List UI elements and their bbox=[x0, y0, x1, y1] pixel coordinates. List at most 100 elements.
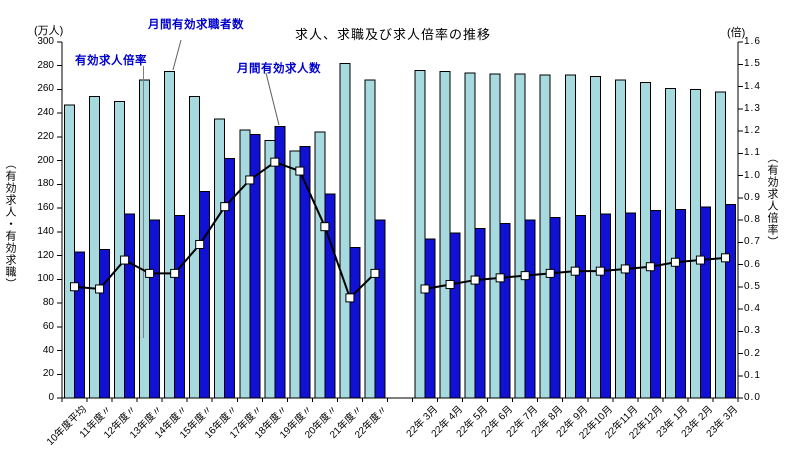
seekers-bar bbox=[164, 71, 176, 399]
seekers-bar bbox=[414, 69, 426, 399]
ratio-marker bbox=[370, 268, 380, 278]
right-axis-title: （有効求人倍率） bbox=[766, 152, 778, 248]
ratio-marker bbox=[620, 264, 630, 274]
seekers-bar bbox=[464, 72, 476, 399]
left-axis-tick-label: 80 bbox=[42, 297, 54, 309]
openings-bar bbox=[274, 125, 286, 399]
openings-bar bbox=[149, 219, 161, 399]
seekers-bar bbox=[314, 131, 326, 399]
right-axis-tick-label: 1.4 bbox=[744, 80, 761, 92]
right-axis-tick-label: 0.7 bbox=[744, 236, 761, 248]
left-axis-tick-label: 60 bbox=[42, 320, 54, 332]
seekers-bar bbox=[139, 79, 151, 399]
openings-bar bbox=[374, 219, 386, 399]
seekers-bar bbox=[89, 96, 101, 399]
right-axis-tick-label: 0.6 bbox=[744, 258, 761, 270]
left-axis-tick-label: 260 bbox=[37, 83, 54, 95]
ratio-series-label: 有効求人倍率 bbox=[75, 55, 147, 67]
openings-bar bbox=[624, 212, 636, 399]
ratio-marker bbox=[345, 293, 355, 303]
seekers-series-label: 月間有効求職者数 bbox=[148, 19, 244, 31]
seekers-bar bbox=[264, 139, 276, 399]
left-axis-tick-label: 140 bbox=[37, 225, 54, 237]
seekers-bar bbox=[489, 73, 501, 399]
right-axis-tick-label: 0.1 bbox=[744, 369, 761, 381]
ratio-marker bbox=[145, 268, 155, 278]
openings-bar bbox=[174, 214, 186, 399]
ratio-marker bbox=[470, 275, 480, 285]
seekers-bar bbox=[439, 71, 451, 399]
openings-bar bbox=[474, 227, 486, 399]
chart-title: 求人、求職及び求人倍率の推移 bbox=[295, 27, 492, 42]
openings-bar bbox=[524, 219, 536, 399]
openings-bar bbox=[724, 204, 736, 399]
seekers-bar bbox=[364, 79, 376, 399]
left-axis-tick-label: 280 bbox=[37, 59, 54, 71]
seekers-bar bbox=[689, 88, 701, 399]
seekers-bar bbox=[339, 62, 351, 399]
left-axis-tick-label: 0 bbox=[48, 392, 54, 403]
openings-bar bbox=[549, 217, 561, 399]
ratio-marker bbox=[570, 266, 580, 276]
left-axis-tick-label: 180 bbox=[37, 178, 54, 190]
ratio-marker bbox=[195, 239, 205, 249]
left-axis-tick-label: 160 bbox=[37, 202, 54, 214]
seekers-bar bbox=[589, 75, 601, 399]
left-axis-tick-label: 220 bbox=[37, 130, 54, 142]
right-axis-tick-label: 0.9 bbox=[744, 191, 761, 203]
ratio-marker bbox=[70, 282, 80, 292]
seekers-bar bbox=[614, 79, 626, 399]
ratio-marker bbox=[595, 266, 605, 276]
openings-bar bbox=[349, 246, 361, 399]
seekers-bar bbox=[114, 100, 126, 399]
openings-bar bbox=[199, 191, 211, 399]
left-axis-tick-label: 100 bbox=[37, 273, 54, 285]
seekers-callout-line bbox=[172, 39, 182, 71]
openings-bar bbox=[74, 251, 86, 399]
seekers-bar bbox=[239, 129, 251, 399]
seekers-bar bbox=[564, 74, 576, 399]
openings-bar bbox=[424, 238, 436, 399]
seekers-bar bbox=[289, 150, 301, 399]
ratio-marker bbox=[520, 271, 530, 281]
seekers-bar bbox=[639, 81, 651, 399]
right-axis-tick-label: 0.5 bbox=[744, 280, 761, 292]
right-axis-tick-label: 1.3 bbox=[744, 102, 761, 114]
ratio-marker bbox=[670, 257, 680, 267]
right-axis-tick-label: 0.3 bbox=[744, 325, 761, 337]
openings-bar bbox=[99, 249, 111, 399]
ratio-marker bbox=[545, 268, 555, 278]
right-axis-tick-label: 1.1 bbox=[744, 147, 761, 159]
right-axis-tick-label: 0.8 bbox=[744, 214, 761, 225]
right-axis-tick-label: 1.2 bbox=[744, 125, 761, 136]
right-axis-tick-label: 1.0 bbox=[744, 169, 761, 181]
ratio-marker bbox=[720, 253, 730, 263]
left-axis-tick-label: 20 bbox=[42, 368, 54, 380]
openings-series-label: 月間有効求人数 bbox=[237, 63, 321, 75]
ratio-marker bbox=[695, 255, 705, 265]
ratio-marker bbox=[170, 268, 180, 278]
openings-bar bbox=[649, 210, 661, 399]
openings-bar bbox=[574, 214, 586, 399]
openings-bar bbox=[674, 208, 686, 399]
ratio-marker bbox=[245, 175, 255, 185]
openings-bar bbox=[699, 206, 711, 399]
openings-bar bbox=[599, 213, 611, 399]
openings-bar bbox=[499, 223, 511, 399]
ratio-marker bbox=[645, 262, 655, 272]
right-axis-tick-label: 0.4 bbox=[744, 303, 761, 314]
ratio-marker bbox=[295, 166, 305, 176]
seekers-bar bbox=[539, 74, 551, 399]
seekers-bar bbox=[214, 118, 226, 399]
openings-bar bbox=[124, 213, 136, 399]
seekers-bar bbox=[64, 104, 76, 399]
ratio-marker bbox=[495, 273, 505, 283]
right-axis-tick-label: 0.2 bbox=[744, 347, 761, 359]
ratio-marker bbox=[95, 284, 105, 294]
openings-bar bbox=[449, 232, 461, 399]
right-axis-tick-label: 0.0 bbox=[744, 392, 761, 403]
left-axis-title: （有効求人・有効求職） bbox=[4, 158, 16, 290]
seekers-bar bbox=[514, 73, 526, 399]
